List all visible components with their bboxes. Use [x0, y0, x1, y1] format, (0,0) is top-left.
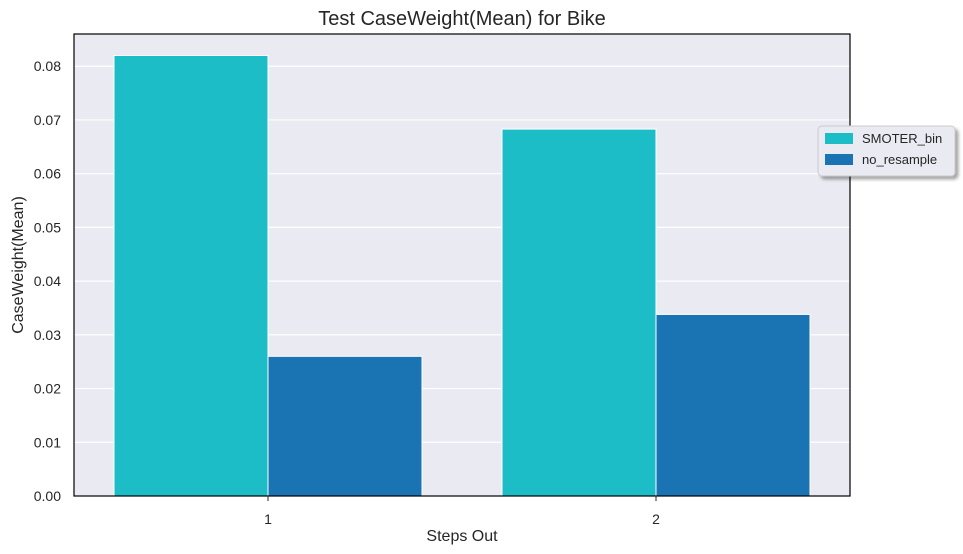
x-tick-label: 2 — [652, 511, 660, 527]
x-axis-label: Steps Out — [426, 528, 498, 545]
y-tick-label: 0.03 — [34, 327, 61, 343]
y-tick-label: 0.08 — [34, 58, 61, 74]
y-tick-label: 0.02 — [34, 381, 61, 397]
y-axis-ticks: 0.00 0.01 0.02 0.03 0.04 0.05 0.06 0.07 0.08 — [34, 58, 61, 504]
y-tick-label: 0.01 — [34, 434, 61, 450]
x-tick-label: 1 — [264, 511, 272, 527]
legend-label-SMOTER_bin: SMOTER_bin — [862, 131, 942, 146]
bar-no_resample-2 — [655, 313, 811, 497]
legend: SMOTER_bin no_resample — [817, 125, 956, 177]
bar-SMOTER_bin-1 — [113, 54, 269, 497]
y-tick-label: 0.06 — [34, 166, 61, 182]
chart-title: Test CaseWeight(Mean) for Bike — [318, 8, 606, 30]
bar-SMOTER_bin-2 — [501, 128, 657, 497]
y-tick-label: 0.05 — [34, 219, 61, 235]
y-axis-label: CaseWeight(Mean) — [10, 196, 27, 334]
plot-area — [73, 33, 851, 497]
plot-border — [73, 33, 851, 497]
y-tick-label: 0.07 — [34, 112, 61, 128]
bar-no_resample-1 — [267, 355, 423, 497]
legend-swatch-no_resample — [825, 154, 853, 165]
y-tick-label: 0.00 — [34, 488, 61, 504]
bars — [113, 54, 811, 497]
legend-label-no_resample: no_resample — [862, 152, 937, 167]
y-tick-label: 0.04 — [34, 273, 61, 289]
legend-swatch-SMOTER_bin — [825, 133, 853, 144]
